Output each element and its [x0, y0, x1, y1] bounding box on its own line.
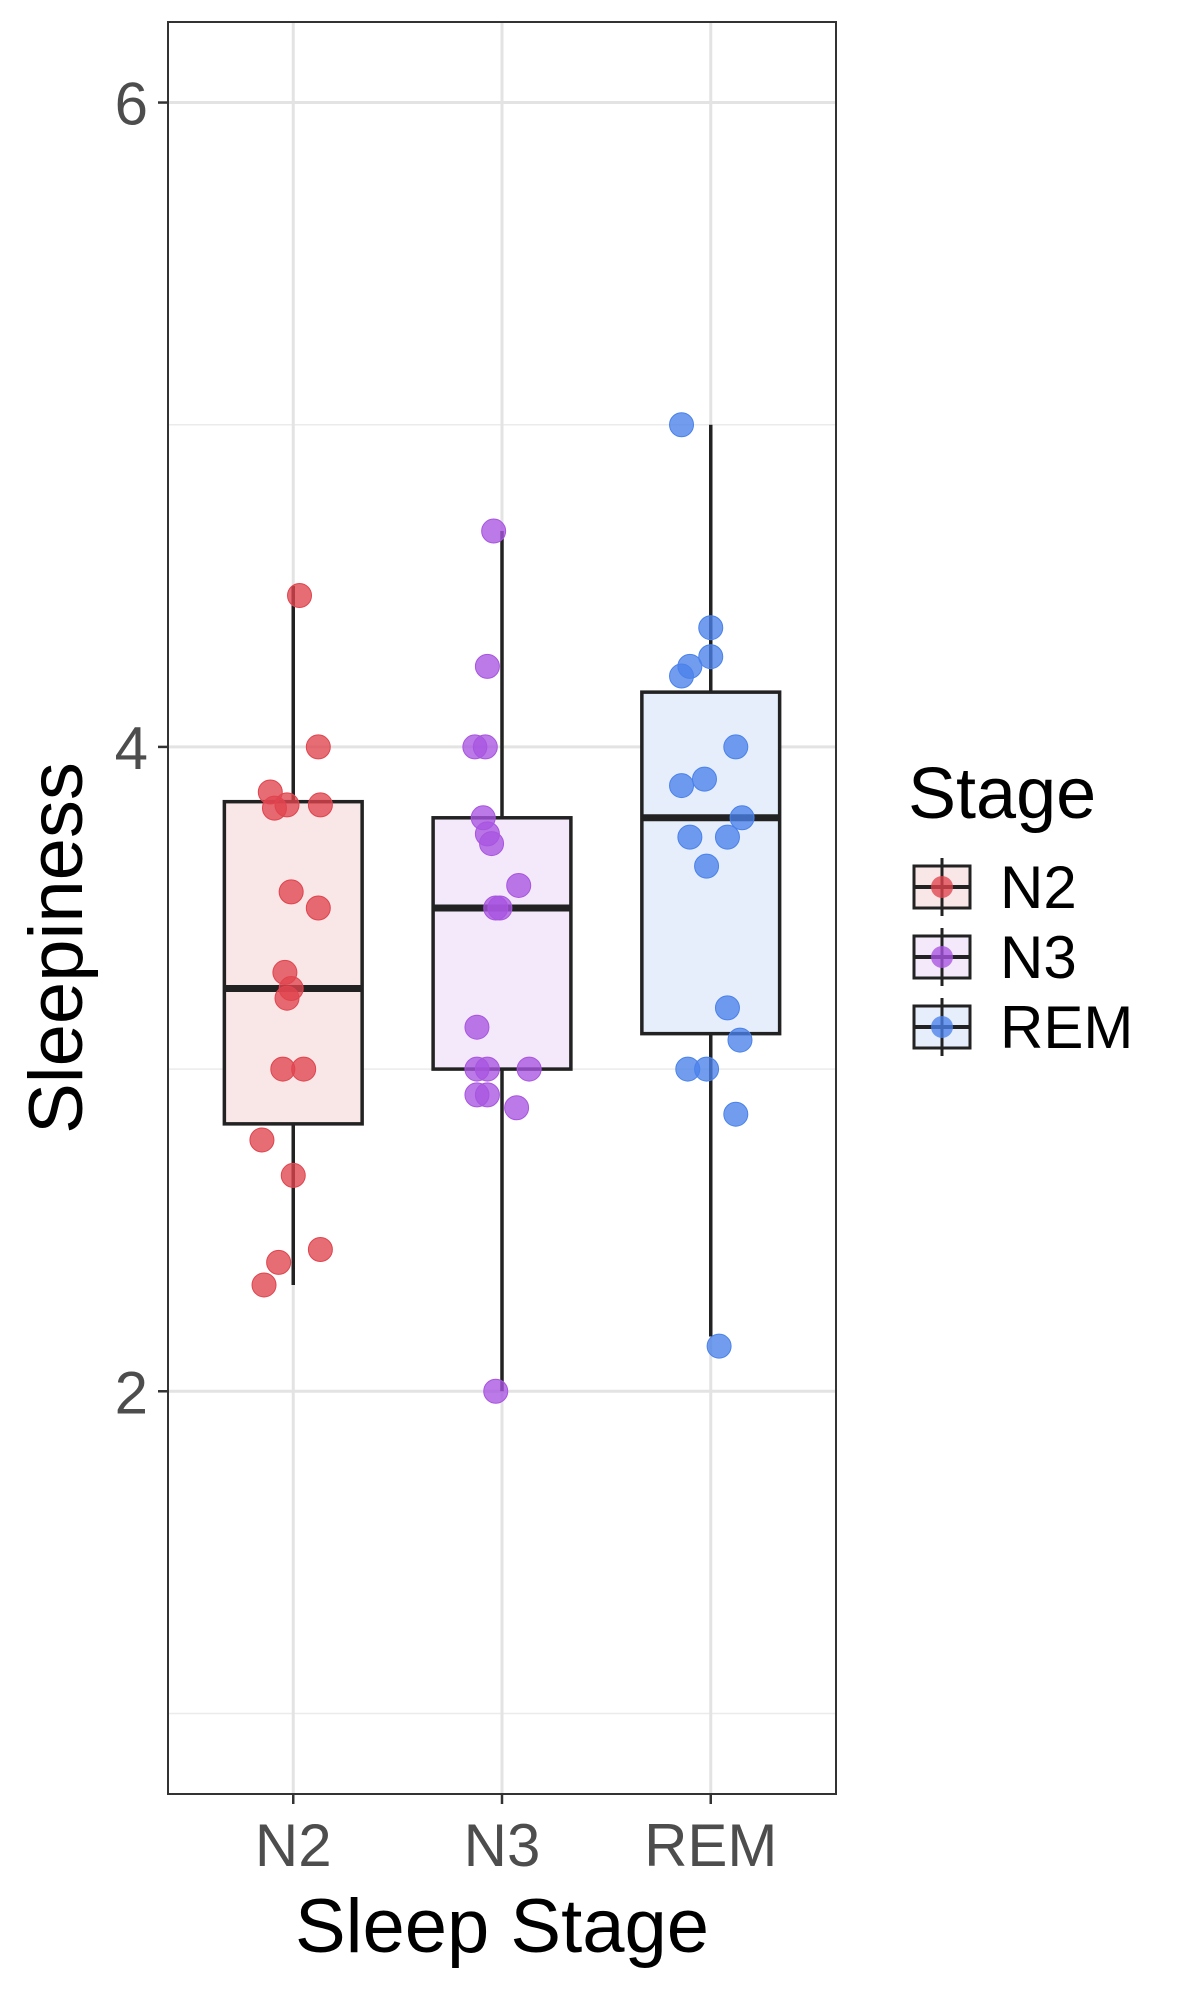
- data-point-REM: [727, 1027, 753, 1053]
- y-tick-label: 4: [115, 715, 148, 782]
- x-tick-label: REM: [644, 1812, 777, 1879]
- data-point-N2: [251, 1272, 277, 1298]
- data-point-REM: [706, 1333, 732, 1359]
- box-iqr: [431, 816, 573, 1071]
- data-point-N2: [305, 895, 331, 921]
- y-tick-label: 6: [115, 71, 148, 138]
- data-point-REM: [691, 766, 717, 792]
- data-points: [249, 412, 755, 1404]
- data-point-N3: [464, 1014, 490, 1040]
- data-point-N2: [287, 582, 313, 608]
- data-point-N2: [280, 1162, 306, 1188]
- data-point-REM: [677, 653, 703, 679]
- box-N2: [222, 585, 364, 1285]
- data-point-REM: [669, 773, 695, 799]
- data-point-REM: [729, 805, 755, 831]
- data-point-N3: [483, 1378, 509, 1404]
- legend-label: REM: [1000, 994, 1133, 1061]
- x-tick-label: N3: [464, 1812, 541, 1879]
- legend-label: N3: [1000, 924, 1077, 991]
- data-point-REM: [714, 995, 740, 1021]
- data-point-N2: [257, 779, 283, 805]
- legend-key-point: [931, 1016, 953, 1038]
- data-point-REM: [723, 1101, 749, 1127]
- data-point-N3: [487, 895, 513, 921]
- legend-item-N2: N2: [912, 854, 1077, 921]
- data-point-N3: [472, 734, 498, 760]
- data-point-REM: [714, 824, 740, 850]
- data-point-N2: [291, 1056, 317, 1082]
- legend-label: N2: [1000, 854, 1077, 921]
- data-point-N2: [266, 1249, 292, 1275]
- data-point-REM: [694, 1056, 720, 1082]
- data-point-N2: [272, 959, 298, 985]
- y-tick-label: 2: [115, 1359, 148, 1426]
- data-point-REM: [669, 412, 695, 438]
- legend-item-REM: REM: [912, 994, 1133, 1061]
- x-tick-label: N2: [255, 1812, 332, 1879]
- legend-key-point: [931, 876, 953, 898]
- legend-item-N3: N3: [912, 924, 1077, 991]
- legend-key-point: [931, 946, 953, 968]
- data-point-N3: [474, 1082, 500, 1108]
- data-point-N2: [274, 792, 300, 818]
- axes: 2 4 6 N2 N3 REM: [115, 71, 778, 1879]
- data-point-N2: [307, 792, 333, 818]
- data-point-REM: [698, 615, 724, 641]
- data-point-N3: [474, 653, 500, 679]
- data-point-REM: [723, 734, 749, 760]
- data-point-N3: [474, 1056, 500, 1082]
- data-point-N3: [506, 872, 532, 898]
- data-point-N3: [504, 1095, 530, 1121]
- data-point-N2: [249, 1127, 275, 1153]
- data-point-N3: [516, 1056, 542, 1082]
- data-point-REM: [698, 644, 724, 670]
- data-point-REM: [677, 824, 703, 850]
- data-point-N2: [278, 879, 304, 905]
- y-axis-title: Sleepiness: [14, 762, 99, 1134]
- data-point-N2: [307, 1237, 333, 1263]
- legend-title: Stage: [908, 754, 1096, 834]
- data-point-REM: [694, 853, 720, 879]
- data-point-N3: [470, 805, 496, 831]
- data-point-N2: [305, 734, 331, 760]
- x-axis-title: Sleep Stage: [295, 1884, 709, 1969]
- data-point-N3: [481, 518, 507, 544]
